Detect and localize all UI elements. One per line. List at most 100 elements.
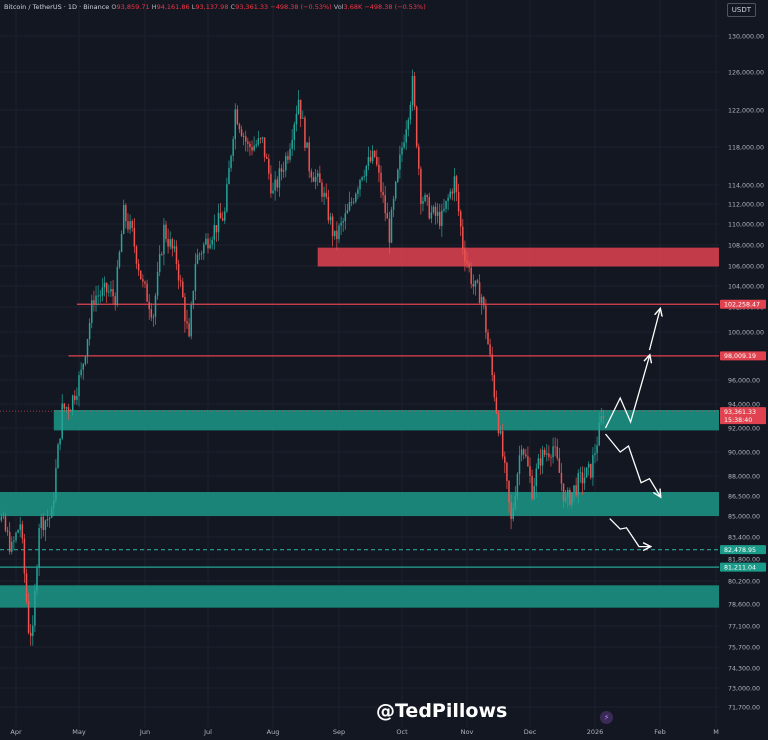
candle-body (291, 139, 293, 149)
candle-body (116, 266, 119, 306)
candle-body (562, 483, 565, 502)
candle-body (282, 170, 285, 172)
candle-body (255, 144, 257, 146)
candle-body (95, 295, 97, 304)
candle-body (230, 155, 232, 169)
candle-body (190, 304, 192, 337)
candle-body (525, 454, 527, 457)
candle-body (188, 323, 190, 337)
candle-body (438, 211, 441, 226)
high-value: 94,161.86 (156, 3, 190, 11)
candle-body (36, 567, 38, 591)
candle-body (213, 225, 216, 240)
candle-body (512, 508, 514, 520)
candle-body (598, 422, 600, 446)
candle-body (355, 193, 357, 202)
candle-body (194, 263, 197, 291)
candle-body (453, 176, 456, 194)
candle-body (65, 407, 68, 409)
currency-button[interactable]: USDT (726, 3, 756, 17)
candle-body (497, 412, 500, 434)
candle-body (34, 590, 36, 626)
candle-body (587, 463, 590, 468)
candle-body (533, 485, 535, 499)
support-price-tag (720, 545, 766, 555)
x-tick-label: Jul (203, 728, 212, 736)
candle-body (137, 263, 140, 271)
candle-body (445, 200, 447, 209)
y-tick-label: 108,000.00 (728, 243, 764, 250)
candle-body (177, 263, 180, 281)
candle-body (510, 502, 512, 520)
candle-body (186, 321, 188, 324)
candle-body (242, 136, 245, 137)
candle-body (226, 184, 228, 212)
candle-body (504, 456, 506, 463)
y-tick-label: 88,000.00 (728, 474, 760, 481)
candle-body (110, 289, 112, 292)
candle-body (19, 524, 21, 531)
time-axis[interactable]: Apr May Jun Jul Aug Sep Oct Nov Dec 2026 Feb M (10, 728, 718, 736)
candle-body (165, 224, 167, 240)
candle-body (8, 532, 11, 552)
candle-body (480, 297, 483, 304)
candle-body (156, 271, 159, 296)
candle-body (520, 449, 523, 456)
candle-body (434, 206, 437, 216)
candle-body (0, 516, 3, 521)
candle-body (196, 254, 199, 264)
candle-body (501, 431, 504, 457)
candle-body (171, 239, 174, 249)
price-axis[interactable]: 130,000.00 126,000.00 122,000.00 118,000.00… (728, 34, 764, 712)
candle-body (516, 473, 519, 497)
candle-body (499, 431, 502, 434)
candle-body (566, 489, 569, 498)
candle-body (493, 375, 496, 398)
volume-label: Vol (333, 3, 344, 11)
candle-body (432, 206, 435, 213)
support-zone (0, 492, 719, 516)
candle-body (97, 295, 99, 297)
candle-body (548, 453, 550, 457)
candle-body (217, 212, 220, 233)
candle-body (249, 143, 251, 148)
candle-body (543, 449, 546, 455)
candle-body (78, 375, 80, 396)
candle-body (86, 339, 89, 357)
candle-body (401, 147, 403, 155)
candle-body (470, 267, 472, 285)
candle-body (139, 270, 142, 280)
candle-body (569, 489, 571, 505)
candle-body (11, 541, 13, 552)
candle-body (135, 246, 138, 264)
candle-body (443, 208, 445, 211)
candle-body (468, 263, 470, 268)
symbol-title[interactable]: Bitcoin / TetherUS · 1D · Binance (4, 3, 110, 11)
candle-body (238, 124, 241, 130)
candle-body (127, 221, 129, 230)
y-tick-label: 85,000.00 (728, 514, 760, 521)
candle-body (575, 485, 577, 496)
candle-body (590, 463, 592, 478)
y-tick-label: 74,300.00 (728, 666, 760, 673)
y-tick-label: 78,600.00 (728, 602, 760, 609)
candle-body (556, 446, 559, 459)
projection-arrow (604, 356, 650, 429)
candle-body (167, 239, 169, 247)
candle-body (319, 173, 321, 183)
lightning-icon[interactable]: ⚡ (600, 711, 613, 724)
candle-body (308, 142, 310, 172)
candle-body (397, 169, 399, 182)
candle-body (146, 283, 148, 302)
candle-body (274, 179, 276, 191)
candle-body (420, 168, 422, 204)
candle-body (342, 221, 344, 223)
resistance-price-tag (720, 299, 766, 309)
y-tick-label: 110,000.00 (728, 222, 764, 229)
candle-body (508, 480, 510, 503)
candle-body (148, 301, 150, 310)
candle-body (583, 477, 586, 484)
candle-body (61, 403, 63, 439)
